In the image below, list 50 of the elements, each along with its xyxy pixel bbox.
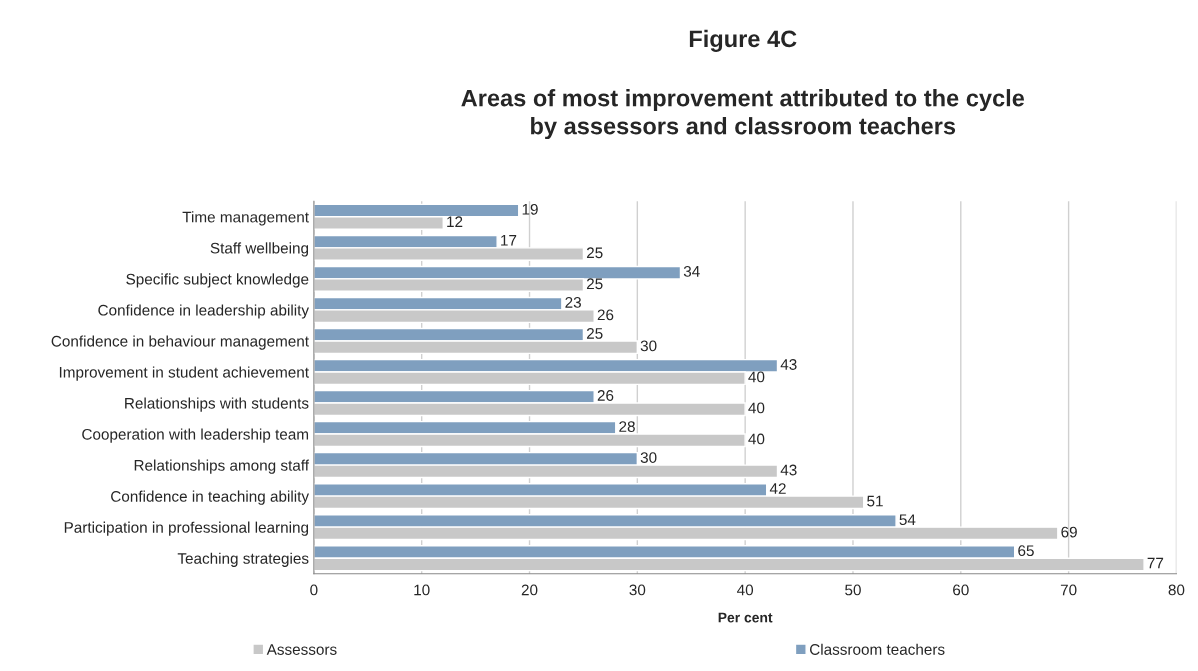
chart-title: Figure 4C bbox=[689, 29, 797, 52]
data-label: 65 bbox=[1018, 545, 1034, 557]
data-label: 34 bbox=[683, 265, 700, 277]
data-label: 25 bbox=[586, 328, 603, 339]
y-tick-label: Confidence in leadership ability bbox=[98, 304, 309, 319]
data-label: 54 bbox=[899, 514, 916, 526]
data-label: 17 bbox=[501, 235, 517, 246]
data-label: 25 bbox=[586, 278, 603, 290]
data-label: 30 bbox=[640, 452, 657, 463]
data-label: 43 bbox=[780, 359, 797, 370]
y-tick-label: Participation in professional learning bbox=[64, 521, 309, 536]
x-tick-label: 10 bbox=[414, 584, 430, 596]
data-label: 40 bbox=[748, 402, 765, 414]
data-label: 12 bbox=[447, 216, 463, 227]
y-tick-label: Time management bbox=[182, 211, 309, 226]
data-label: 26 bbox=[597, 309, 614, 321]
y-tick-label: Confidence in teaching ability bbox=[111, 490, 309, 505]
data-label: 77 bbox=[1147, 557, 1164, 569]
x-tick-label: 70 bbox=[1060, 584, 1077, 596]
data-label: 19 bbox=[522, 203, 538, 215]
x-tick-label: 0 bbox=[310, 584, 318, 596]
y-tick-label: Teaching strategies bbox=[177, 552, 309, 567]
x-tick-label: 20 bbox=[521, 584, 538, 596]
data-label: 51 bbox=[867, 495, 883, 507]
x-tick-label: 60 bbox=[953, 584, 969, 596]
data-label: 69 bbox=[1061, 526, 1077, 538]
data-label: 25 bbox=[586, 247, 603, 259]
data-label: 43 bbox=[780, 464, 797, 476]
y-tick-label: Relationships with students bbox=[125, 397, 309, 412]
x-tick-label: 30 bbox=[629, 584, 646, 596]
data-label: 30 bbox=[640, 340, 657, 352]
y-tick-label: Specific subject knowledge bbox=[126, 273, 309, 288]
x-tick-label: 40 bbox=[737, 584, 754, 596]
legend-label: Assessors bbox=[266, 644, 337, 655]
y-tick-label: Staff wellbeing bbox=[210, 242, 309, 257]
y-tick-label: Improvement in student achievement bbox=[59, 366, 309, 381]
x-axis-title: Per cent bbox=[718, 612, 773, 623]
chart-subtitle: Areas of most improvement attributed to the cycle by assessors and classroom teachers bbox=[461, 89, 1025, 140]
y-tick-label: Relationships among staff bbox=[134, 459, 310, 474]
data-label: 40 bbox=[748, 371, 765, 383]
x-tick-label: 50 bbox=[845, 584, 861, 596]
data-label: 26 bbox=[597, 390, 614, 401]
data-label: 28 bbox=[619, 421, 635, 432]
y-tick-label: Confidence in behaviour management bbox=[51, 335, 309, 350]
x-tick-label: 80 bbox=[1168, 584, 1185, 596]
data-label: 42 bbox=[769, 483, 786, 494]
data-label: 23 bbox=[565, 296, 581, 308]
y-tick-label: Cooperation with leadership team bbox=[82, 428, 309, 443]
legend-label: Classroom teachers bbox=[810, 643, 945, 655]
data-label: 40 bbox=[748, 433, 765, 445]
